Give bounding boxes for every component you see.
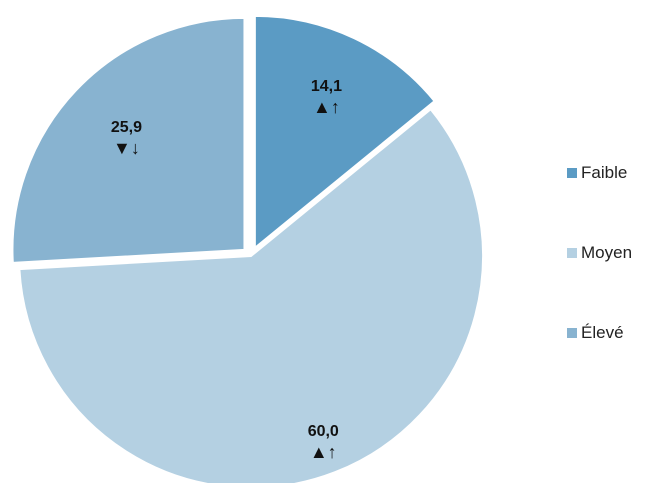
data-label-value-eleve: 25,9: [110, 119, 142, 137]
trend-indicator-faible: ▲↑: [313, 96, 340, 117]
pie-slice-eleve: [11, 16, 246, 264]
trend-indicator-eleve: ▼↓: [113, 138, 140, 159]
data-label-value-faible: 14,1: [310, 77, 343, 95]
legend-item-faible: Faible: [567, 160, 632, 185]
data-label-value-moyen: 60,0: [307, 422, 339, 440]
legend: Faible Moyen Élevé: [567, 160, 632, 400]
legend-item-eleve: Élevé: [567, 320, 632, 345]
trend-indicator-moyen: ▲↑: [309, 441, 337, 462]
data-label-moyen: 60,0 ▲↑: [283, 422, 363, 462]
legend-label-eleve: Élevé: [581, 322, 624, 342]
pie-slice-moyen: [18, 107, 484, 483]
legend-label-faible: Faible: [581, 162, 628, 182]
legend-item-moyen: Moyen: [567, 240, 632, 265]
legend-swatch-faible: [567, 167, 577, 178]
legend-swatch-moyen: [567, 247, 577, 258]
data-label-faible: 14,1 ▲↑: [286, 77, 366, 117]
pie-slice-faible: [253, 14, 436, 250]
legend-label-moyen: Moyen: [581, 242, 633, 262]
data-label-eleve: 25,9 ▼↓: [86, 118, 166, 158]
legend-swatch-eleve: [567, 327, 577, 338]
